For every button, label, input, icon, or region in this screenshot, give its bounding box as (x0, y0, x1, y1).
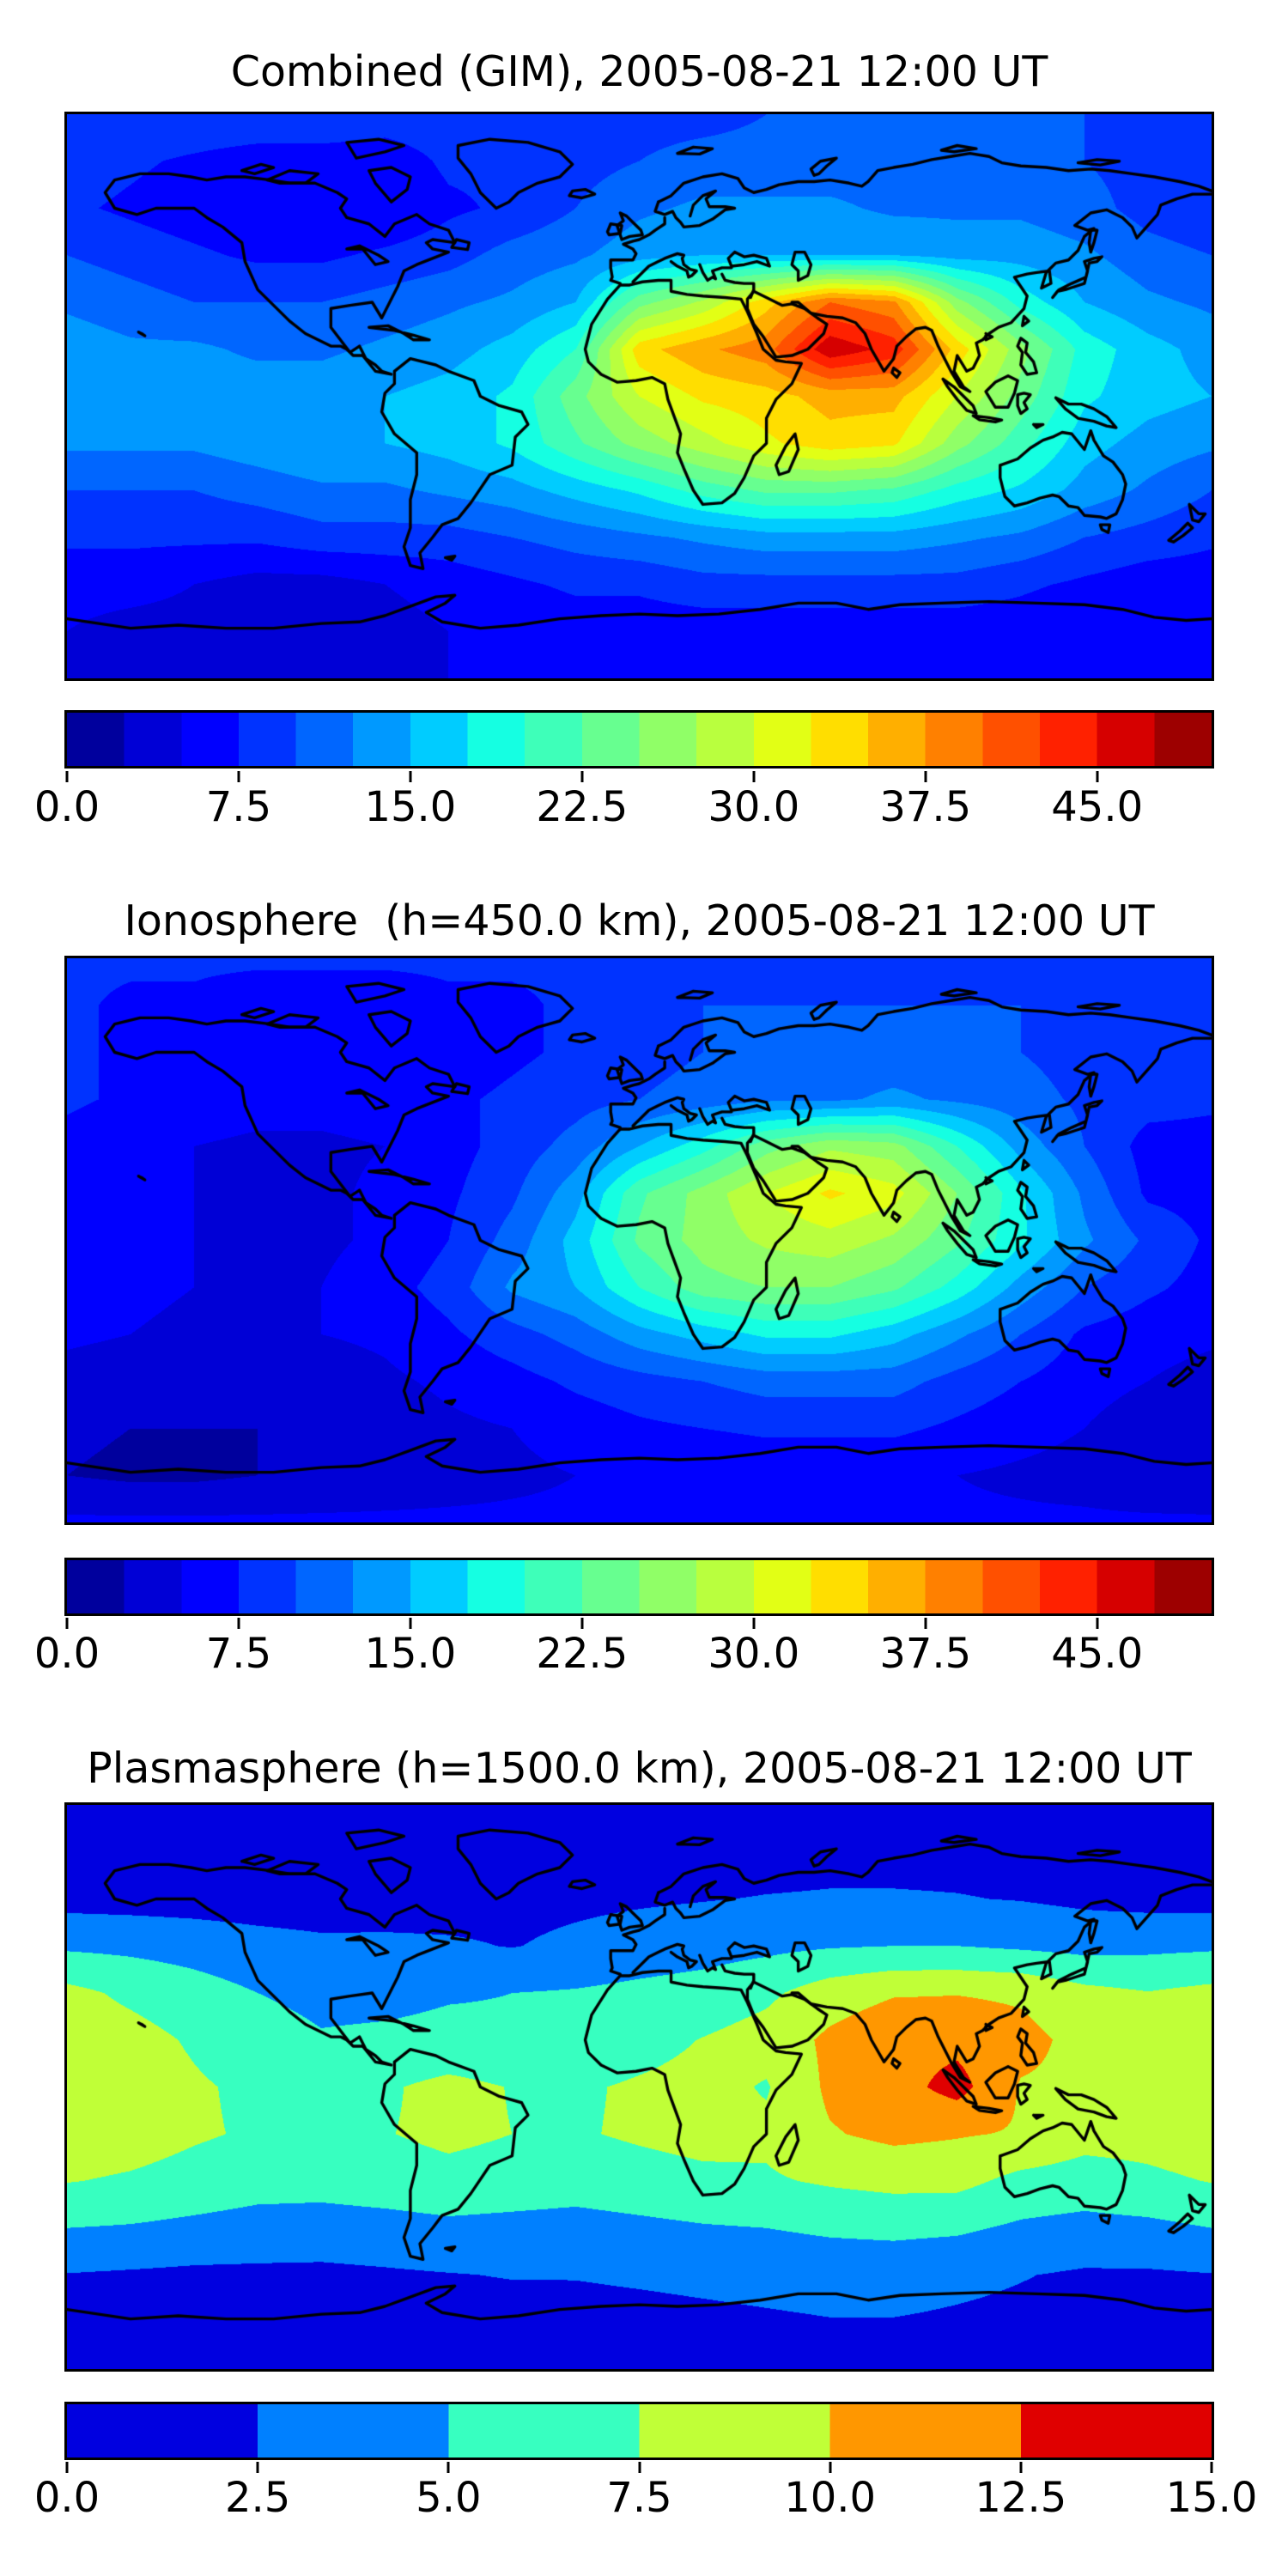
colorbar-tick-mark (237, 771, 240, 782)
colorbar-combined-gim (64, 710, 1214, 769)
colorbar-tick-mark (829, 2462, 832, 2473)
panel-title-plasmasphere: Plasmasphere (h=1500.0 km), 2005-08-21 1… (87, 1744, 1192, 1793)
colorbar-tick-mark (580, 1618, 584, 1629)
colorbar-tick-label: 12.5 (975, 2474, 1067, 2522)
colorbar-tick-label: 7.5 (205, 1630, 272, 1678)
colorbar-ticks-ionosphere: 0.0 7.5 15.0 22.5 30.0 37.5 45.0 (34, 1618, 1212, 1695)
colorbar-tick-mark (1210, 2462, 1213, 2473)
colorbar-tick-label: 0.0 (33, 783, 100, 831)
colorbar-tick-label: 15.0 (1165, 2474, 1258, 2522)
panel-title-combined-gim: Combined (GIM), 2005-08-21 12:00 UT (230, 47, 1048, 96)
colorbar-tick-label: 10.0 (784, 2474, 877, 2522)
colorbar-ticks-plasmasphere: 0.0 2.5 5.0 7.5 10.0 12.5 15.0 (34, 2462, 1257, 2539)
colorbar-tick-mark (924, 1618, 927, 1629)
colorbar-tick-label: 30.0 (708, 1630, 800, 1678)
colorbar-ionosphere (64, 1558, 1214, 1616)
colorbar-tick-mark (65, 2462, 69, 2473)
colorbar-tick-mark (447, 2462, 450, 2473)
colorbar-tick-mark (1019, 2462, 1023, 2473)
map-combined-gim (64, 112, 1214, 681)
colorbar-tick-label: 2.5 (224, 2474, 291, 2522)
colorbar-tick-label: 0.0 (33, 2474, 100, 2522)
colorbar-plasmasphere (64, 2402, 1214, 2460)
colorbar-tick-mark (638, 2462, 641, 2473)
colorbar-tick-mark (580, 771, 584, 782)
panel-title-ionosphere: Ionosphere (h=450.0 km), 2005-08-21 12:0… (124, 896, 1155, 945)
colorbar-tick-mark (65, 771, 69, 782)
colorbar-tick-label: 15.0 (364, 783, 457, 831)
colorbar-tick-mark (256, 2462, 259, 2473)
colorbar-tick-label: 22.5 (536, 783, 629, 831)
colorbar-tick-label: 37.5 (879, 783, 972, 831)
colorbar-tick-mark (409, 771, 412, 782)
colorbar-tick-label: 15.0 (364, 1630, 457, 1678)
colorbar-tick-mark (1096, 1618, 1099, 1629)
colorbar-tick-label: 22.5 (536, 1630, 629, 1678)
colorbar-tick-label: 45.0 (1051, 1630, 1144, 1678)
map-plasmasphere (64, 1802, 1214, 2372)
colorbar-tick-mark (752, 1618, 756, 1629)
colorbar-tick-label: 5.0 (416, 2474, 482, 2522)
map-ionosphere (64, 956, 1214, 1525)
colorbar-tick-mark (1096, 771, 1099, 782)
colorbar-tick-mark (752, 771, 756, 782)
colorbar-ticks-combined-gim: 0.0 7.5 15.0 22.5 30.0 37.5 45.0 (34, 771, 1212, 848)
colorbar-tick-label: 37.5 (879, 1630, 972, 1678)
colorbar-tick-label: 7.5 (606, 2474, 672, 2522)
colorbar-tick-label: 7.5 (205, 783, 272, 831)
colorbar-tick-label: 45.0 (1051, 783, 1144, 831)
colorbar-tick-label: 0.0 (33, 1630, 100, 1678)
colorbar-tick-mark (65, 1618, 69, 1629)
colorbar-tick-mark (409, 1618, 412, 1629)
colorbar-tick-mark (924, 771, 927, 782)
colorbar-tick-label: 30.0 (708, 783, 800, 831)
colorbar-tick-mark (237, 1618, 240, 1629)
